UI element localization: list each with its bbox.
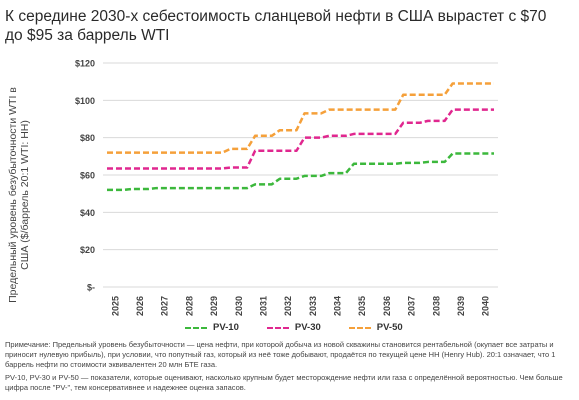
y-tick-label: $- [87,283,95,293]
chart-title: К середине 2030-х себестоимость сланцево… [5,8,547,44]
x-tick-label: 2037 [407,296,417,316]
legend-swatch-pv30 [266,326,289,329]
x-tick-label: 2034 [333,296,343,316]
x-tick-label: 2033 [308,296,318,316]
legend-item-pv50: PV-50 [348,322,403,333]
gridlines [103,62,498,288]
legend-label-pv50: PV-50 [376,322,403,333]
footnote-pv-explanation: PV-10, PV-30 и PV-50 — показатели, котор… [5,373,563,392]
legend-item-pv10: PV-10 [185,322,239,333]
legend-swatch-pv10 [185,326,207,329]
x-tick-labels: 2025 2026 2027 2028 2029 2030 2031 2032 2033 2034… [110,296,490,316]
legend-label-pv30: PV-30 [294,322,321,333]
x-tick-label: 2040 [481,296,491,316]
x-tick-label: 2030 [234,296,244,316]
x-tick-label: 2026 [135,296,145,316]
series-line-pv50 [107,82,494,154]
series-lines [107,82,494,192]
x-tick-label: 2028 [184,296,194,316]
x-tick-label: 2031 [258,296,268,316]
y-tick-labels: $- $20 $40 $60 $80 $100 $120 [75,59,95,293]
legend-label-pv10: PV-10 [213,322,239,333]
y-tick-label: $120 [75,59,95,69]
y-tick-label: $100 [75,96,95,106]
x-tick-label: 2038 [431,296,441,316]
legend-swatch-pv50 [348,326,371,329]
footnote-definition: Примечание: Предельный уровень безубыточ… [5,340,556,369]
x-tick-label: 2027 [160,296,170,316]
series-line-pv30 [107,108,494,170]
x-tick-label: 2029 [209,296,219,316]
x-tick-label: 2032 [283,296,293,316]
legend: PV-10 PV-30 PV-50 [185,322,403,333]
y-tick-label: $40 [80,208,95,218]
x-tick-label: 2036 [382,296,392,316]
legend-item-pv30: PV-30 [266,322,321,333]
y-tick-label: $60 [80,171,95,181]
y-tick-label: $80 [80,133,95,143]
series-line-pv10 [107,152,494,192]
x-tick-label: 2035 [357,296,367,316]
footnote: Примечание: Предельный уровень безубыточ… [5,340,575,396]
y-tick-label: $20 [80,245,95,255]
x-tick-label: 2039 [456,296,466,316]
x-tick-label: 2025 [110,296,120,316]
